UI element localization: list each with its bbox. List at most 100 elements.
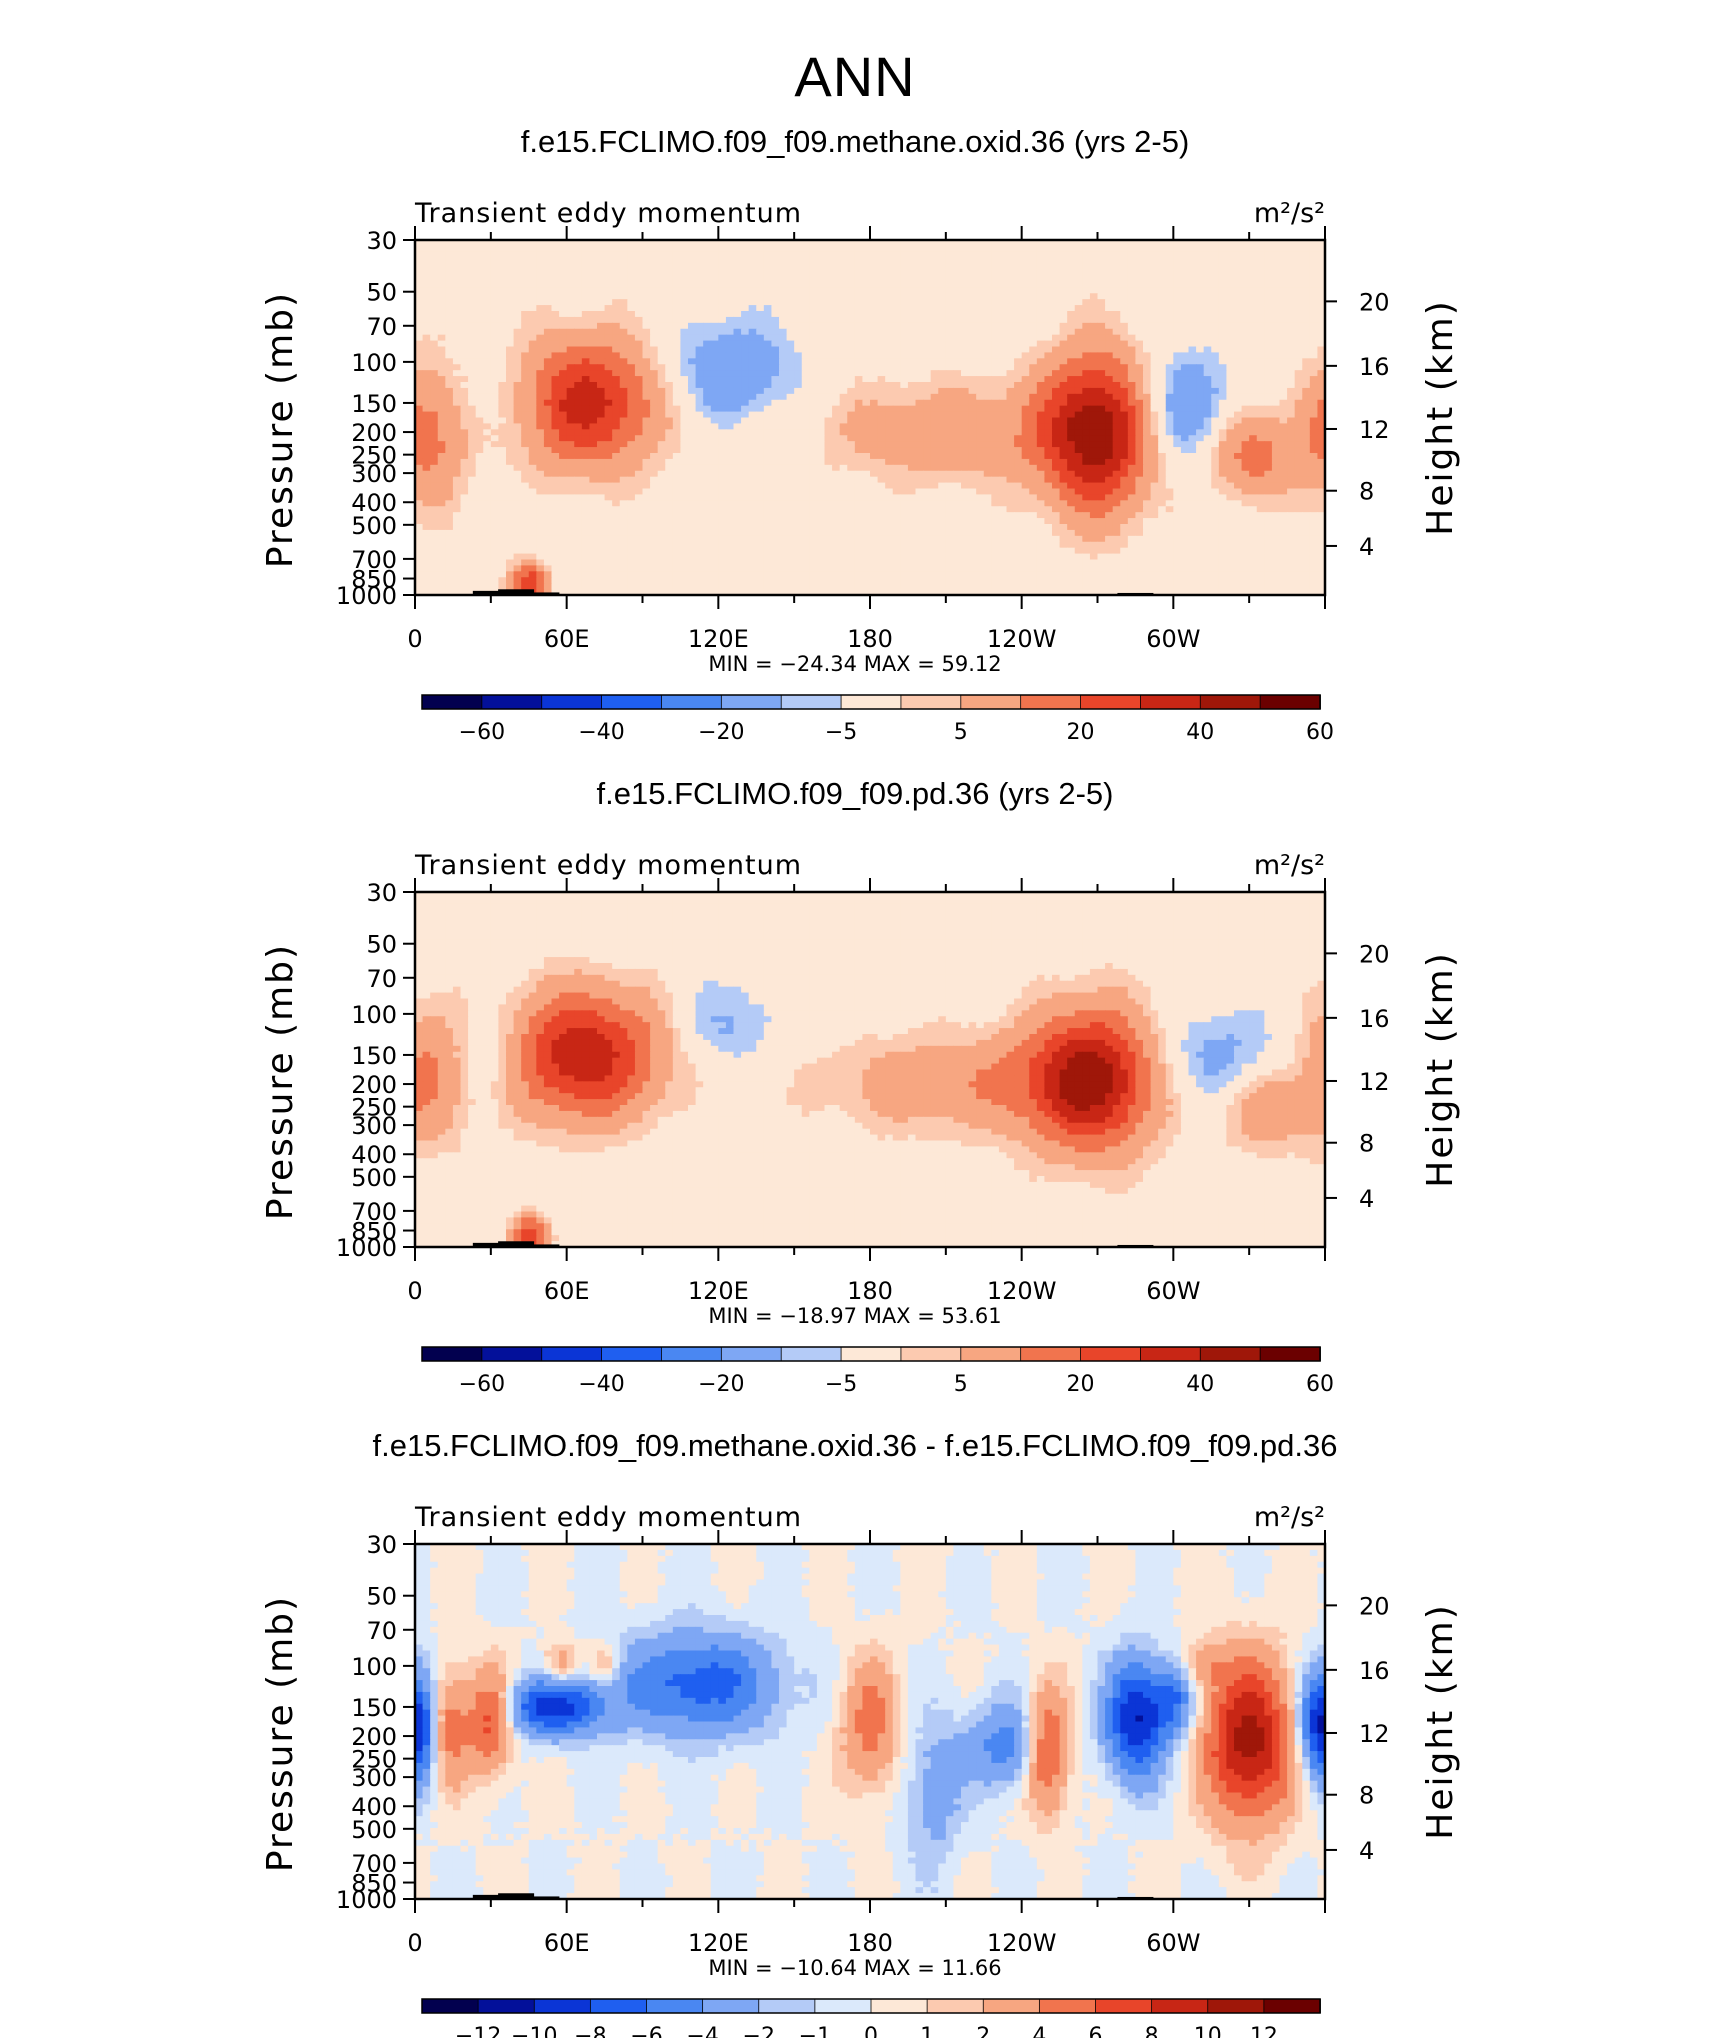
heatmap-cell [658, 329, 666, 336]
heatmap-cell [1075, 270, 1083, 277]
heatmap-cell [627, 270, 635, 277]
heatmap-cell [1052, 352, 1060, 359]
heatmap-cell [680, 252, 688, 259]
heatmap-cell [514, 293, 522, 300]
heatmap-cell [483, 329, 491, 336]
heatmap-cell [946, 246, 954, 253]
heatmap-cell [938, 305, 946, 312]
heatmap-cell [438, 287, 446, 294]
heatmap-cell [900, 281, 908, 288]
heatmap-cell [597, 341, 605, 348]
heatmap-cell [817, 299, 825, 306]
heatmap-cell [1196, 358, 1204, 365]
heatmap-cell [1143, 317, 1151, 324]
heatmap-cell [688, 299, 696, 306]
heatmap-cell [916, 358, 924, 365]
heatmap-cell [1052, 358, 1060, 365]
heatmap-cell [620, 329, 628, 336]
heatmap-cell [1044, 364, 1052, 371]
heatmap-cell [1098, 311, 1106, 318]
heatmap-cell [718, 347, 726, 354]
heatmap-cell [1052, 287, 1060, 294]
heatmap-cell [544, 281, 552, 288]
heatmap-cell [430, 358, 438, 365]
heatmap-cell [1302, 305, 1310, 312]
heatmap-cell [1113, 311, 1121, 318]
heatmap-cell [1014, 305, 1022, 312]
heatmap-cell [840, 276, 848, 283]
heatmap-cell [483, 364, 491, 371]
heatmap-cell [931, 352, 939, 359]
heatmap-cell [817, 323, 825, 330]
heatmap-cell [612, 252, 620, 259]
heatmap-cell [969, 352, 977, 359]
heatmap-cell [483, 358, 491, 365]
panel-subtitle: Transient eddy momentum [414, 198, 802, 229]
heatmap-cell [1226, 299, 1234, 306]
heatmap-cell [1090, 352, 1098, 359]
heatmap-cell [703, 364, 711, 371]
heatmap-cell [726, 246, 734, 253]
heatmap-cell [825, 264, 833, 271]
heatmap-cell [718, 329, 726, 336]
heatmap-cell [658, 270, 666, 277]
heatmap-cell [1295, 311, 1303, 318]
heatmap-cell [476, 358, 484, 365]
heatmap-cell [840, 299, 848, 306]
heatmap-cell [1113, 299, 1121, 306]
heatmap-cell [1135, 358, 1143, 365]
heatmap-cell [430, 246, 438, 253]
heatmap-cell [916, 311, 924, 318]
heatmap-cell [1249, 364, 1257, 371]
heatmap-cell [1113, 347, 1121, 354]
heatmap-cell [461, 341, 469, 348]
heatmap-cell [620, 258, 628, 265]
heatmap-cell [696, 364, 704, 371]
heatmap-cell [764, 358, 772, 365]
heatmap-cell [900, 317, 908, 324]
heatmap-cell [779, 264, 787, 271]
heatmap-cell [931, 305, 939, 312]
heatmap-cell [969, 347, 977, 354]
heatmap-cell [718, 358, 726, 365]
heatmap-cell [771, 352, 779, 359]
heatmap-cell [665, 311, 673, 318]
heatmap-cell [498, 246, 506, 253]
heatmap-cell [1037, 352, 1045, 359]
heatmap-cell [476, 352, 484, 359]
heatmap-cell [643, 305, 651, 312]
heatmap-cell [885, 329, 893, 336]
heatmap-cell [878, 270, 886, 277]
heatmap-cell [627, 311, 635, 318]
heatmap-cell [969, 252, 977, 259]
heatmap-cell [734, 335, 742, 342]
heatmap-cell [1098, 364, 1106, 371]
heatmap-cell [665, 270, 673, 277]
heatmap-cell [589, 311, 597, 318]
heatmap-cell [1211, 358, 1219, 365]
heatmap-cell [423, 352, 431, 359]
heatmap-cell [1264, 341, 1272, 348]
heatmap-cell [1211, 347, 1219, 354]
heatmap-cell [749, 293, 757, 300]
heatmap-cell [1173, 264, 1181, 271]
heatmap-cell [430, 293, 438, 300]
heatmap-cell [1098, 299, 1106, 306]
heatmap-cell [1234, 287, 1242, 294]
heatmap-cell [1310, 352, 1318, 359]
heatmap-cell [832, 364, 840, 371]
heatmap-cell [1234, 276, 1242, 283]
heatmap-cell [445, 329, 453, 336]
heatmap-cell [1264, 270, 1272, 277]
heatmap-cell [840, 347, 848, 354]
heatmap-cell [1211, 352, 1219, 359]
heatmap-cell [870, 317, 878, 324]
heatmap-cell [946, 352, 954, 359]
heatmap-cell [1044, 276, 1052, 283]
heatmap-cell [643, 258, 651, 265]
heatmap-cell [423, 270, 431, 277]
heatmap-cell [1226, 270, 1234, 277]
heatmap-cell [1196, 264, 1204, 271]
heatmap-cell [1128, 281, 1136, 288]
heatmap-cell [787, 252, 795, 259]
